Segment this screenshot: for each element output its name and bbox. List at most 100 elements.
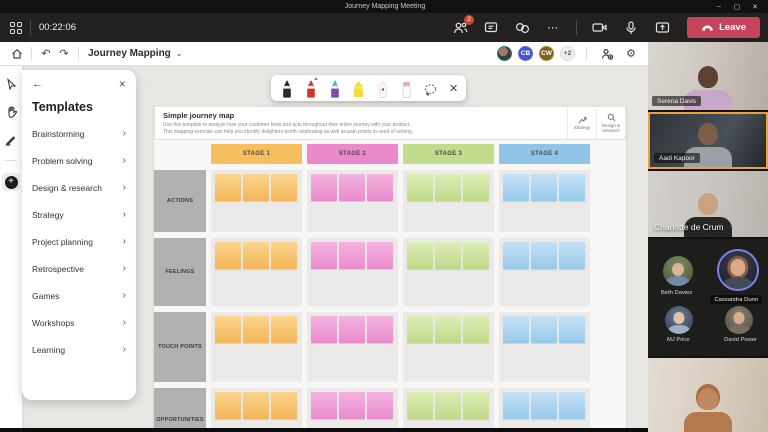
template-item-brainstorming[interactable]: Brainstorming › (32, 120, 126, 147)
audio-participants-tile[interactable]: Beth Davies Cassandra Dunn MJ Price Davi… (648, 239, 768, 356)
sticky-note[interactable] (503, 242, 529, 269)
video-tile-charlotte[interactable]: Charlotte de Crum (648, 171, 768, 237)
pan-tool-icon[interactable] (3, 104, 19, 120)
maximize-icon[interactable]: ▢ (733, 3, 741, 11)
sticky-note[interactable] (531, 392, 557, 419)
chat-icon[interactable] (483, 20, 499, 36)
template-item-workshops[interactable]: Workshops › (32, 309, 126, 336)
sticky-note[interactable] (311, 174, 337, 201)
sticky-note[interactable] (531, 316, 557, 343)
laser-pointer-icon[interactable] (375, 79, 390, 98)
sticky-note[interactable] (311, 242, 337, 269)
sticky-note[interactable] (243, 316, 269, 343)
sticky-note[interactable] (215, 316, 241, 343)
sticky-note[interactable] (463, 316, 489, 343)
settings-gear-icon[interactable]: ⚙ (626, 48, 636, 60)
sticky-note[interactable] (407, 316, 433, 343)
sticky-note[interactable] (407, 392, 433, 419)
sticky-note[interactable] (271, 242, 297, 269)
sticky-note[interactable] (243, 174, 269, 201)
sticky-note[interactable] (243, 242, 269, 269)
video-tile-aadi-active-speaker[interactable]: Aadi Kapoor (648, 112, 768, 169)
whiteboard-canvas[interactable]: + ← ✕ Templates Brainstorming › Problem s… (0, 66, 648, 432)
people-icon[interactable]: 2 (452, 14, 475, 36)
sticky-note[interactable] (531, 242, 557, 269)
sticky-note[interactable] (215, 242, 241, 269)
sticky-note[interactable] (367, 316, 393, 343)
stage-1-header[interactable]: STAGE 1 (211, 144, 302, 164)
tag-design-research[interactable]: Design & research (596, 107, 625, 139)
template-item-design-research[interactable]: Design & research › (32, 174, 126, 201)
minimize-icon[interactable]: – (717, 2, 721, 10)
pen-toolbar-close-icon[interactable]: ✕ (449, 82, 459, 95)
sticky-note[interactable] (435, 174, 461, 201)
sticky-note[interactable] (407, 174, 433, 201)
template-item-project-planning[interactable]: Project planning › (32, 228, 126, 255)
template-item-games[interactable]: Games › (32, 282, 126, 309)
select-tool-icon[interactable] (3, 76, 19, 92)
leave-button[interactable]: Leave (687, 17, 760, 38)
sticky-note[interactable] (271, 174, 297, 201)
stage-4-header[interactable]: STAGE 4 (499, 144, 590, 164)
sticky-note[interactable] (339, 174, 365, 201)
sticky-note[interactable] (503, 392, 529, 419)
camera-icon[interactable] (592, 20, 608, 36)
sticky-note[interactable] (435, 316, 461, 343)
avatar-mj[interactable] (665, 306, 693, 334)
microphone-icon[interactable] (623, 20, 639, 36)
galaxy-pen-icon[interactable] (327, 79, 342, 98)
sticky-note[interactable] (463, 392, 489, 419)
sticky-note[interactable] (367, 242, 393, 269)
present-person-icon[interactable] (598, 46, 616, 62)
home-icon[interactable] (8, 46, 26, 62)
row-label-actions[interactable]: ACTIONS (154, 170, 206, 232)
row-label-feelings[interactable]: FEELINGS (154, 238, 206, 306)
ink-tool-icon[interactable] (3, 132, 19, 148)
sticky-note[interactable] (559, 242, 585, 269)
red-pen-icon[interactable] (303, 76, 318, 98)
sticky-note[interactable] (435, 392, 461, 419)
apps-grid-icon[interactable] (10, 21, 22, 34)
sticky-note[interactable] (215, 174, 241, 201)
template-item-retrospective[interactable]: Retrospective › (32, 255, 126, 282)
template-item-strategy[interactable]: Strategy › (32, 201, 126, 228)
black-pen-icon[interactable] (279, 79, 294, 98)
eraser-icon[interactable] (399, 79, 414, 98)
sticky-note[interactable] (407, 242, 433, 269)
sticky-note[interactable] (463, 242, 489, 269)
back-icon[interactable]: ← (32, 78, 43, 90)
sticky-note[interactable] (271, 392, 297, 419)
sticky-note[interactable] (531, 174, 557, 201)
sticky-note[interactable] (559, 392, 585, 419)
board-name[interactable]: Journey Mapping (88, 48, 171, 59)
chevron-down-icon[interactable]: ⌄ (175, 49, 183, 58)
sticky-note[interactable] (339, 242, 365, 269)
more-icon[interactable]: ⋯ (547, 22, 560, 34)
avatar-beth[interactable] (663, 256, 693, 286)
avatar-cw[interactable]: CW (539, 46, 554, 61)
rooms-icon[interactable] (514, 20, 530, 36)
share-screen-icon[interactable] (654, 20, 670, 36)
sticky-note[interactable] (367, 174, 393, 201)
sticky-note[interactable] (559, 174, 585, 201)
stage-3-header[interactable]: STAGE 3 (403, 144, 494, 164)
redo-icon[interactable]: ↷ (59, 48, 69, 60)
sticky-note[interactable] (339, 316, 365, 343)
avatar-cb[interactable]: CB (518, 46, 533, 61)
tag-strategy[interactable]: Strategy (567, 107, 596, 139)
sticky-note[interactable] (311, 392, 337, 419)
avatar-overflow[interactable]: +2 (560, 46, 575, 61)
avatar-david[interactable] (725, 306, 753, 334)
sticky-note[interactable] (559, 316, 585, 343)
row-label-touch-points[interactable]: TOUCH POINTS (154, 312, 206, 382)
undo-icon[interactable]: ↶ (41, 48, 51, 60)
sticky-note[interactable] (271, 316, 297, 343)
sticky-note[interactable] (503, 316, 529, 343)
lasso-select-icon[interactable] (423, 79, 438, 98)
video-tile-serena[interactable]: Serena Davis (648, 42, 768, 110)
avatar-photo[interactable] (497, 46, 512, 61)
sticky-note[interactable] (215, 392, 241, 419)
stage-2-header[interactable]: STAGE 2 (307, 144, 398, 164)
panel-close-icon[interactable]: ✕ (118, 78, 126, 89)
sticky-note[interactable] (311, 316, 337, 343)
